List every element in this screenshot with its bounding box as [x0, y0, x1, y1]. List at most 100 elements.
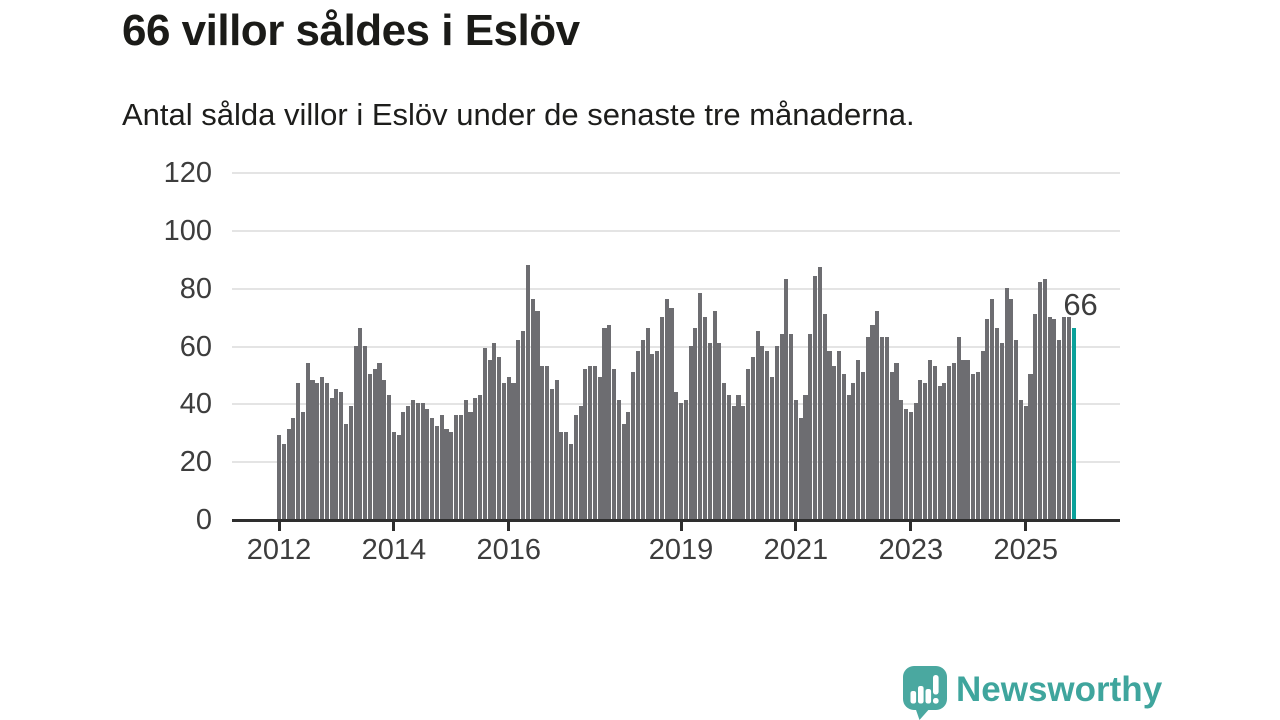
bar-month — [439, 414, 444, 519]
bar-month — [966, 359, 971, 519]
bar-month — [894, 362, 899, 519]
bar-month — [305, 362, 310, 519]
bar-month — [497, 357, 502, 519]
y-axis-label-60: 60 — [179, 330, 212, 363]
x-axis-tick-2021 — [794, 522, 798, 531]
newsworthy-logo: Newsworthy — [902, 666, 1162, 720]
bar-month — [406, 406, 411, 519]
bar-month — [693, 328, 698, 519]
y-axis-label-100: 100 — [163, 214, 212, 247]
bar-month — [664, 299, 669, 519]
bar-month — [674, 391, 679, 519]
bar-month — [602, 328, 607, 519]
gridline-y-120 — [232, 172, 1120, 174]
bar-month — [822, 313, 827, 519]
bar-month — [880, 336, 885, 519]
bar-month — [918, 380, 923, 519]
bar-month — [377, 362, 382, 519]
bar-month — [899, 400, 904, 519]
bar-month — [592, 365, 597, 519]
bar-month — [971, 374, 976, 519]
newsworthy-wordmark: Newsworthy — [956, 670, 1163, 709]
bar-month — [343, 423, 349, 519]
bar-month — [612, 368, 617, 519]
bar-month — [836, 351, 842, 519]
bar-month — [841, 374, 846, 519]
bar-month — [449, 432, 454, 519]
bar-month — [870, 325, 875, 519]
bar-month — [401, 412, 406, 519]
bar-month — [339, 391, 344, 519]
bar-month — [860, 371, 865, 519]
bar-month — [760, 345, 765, 519]
bar-month — [300, 412, 305, 519]
bar-month — [789, 333, 794, 519]
bar-month — [334, 388, 339, 519]
gridline-y-60 — [232, 345, 1120, 348]
x-axis-tick-2025 — [1024, 522, 1028, 531]
bar-month — [535, 310, 540, 519]
bar-month — [851, 383, 856, 519]
highlighted-bar-current — [1071, 328, 1076, 519]
bar-month — [1061, 316, 1067, 519]
chart-title: 66 villor såldes i Eslöv — [122, 6, 580, 55]
bar-month — [659, 316, 664, 519]
bar-month — [750, 357, 755, 519]
bar-month — [765, 351, 770, 519]
x-axis-label-2019: 2019 — [648, 534, 714, 566]
bar-month — [1052, 319, 1057, 519]
y-axis-label-40: 40 — [179, 388, 212, 421]
bar-month — [348, 406, 353, 519]
bar-month — [793, 400, 798, 519]
bar-month — [774, 345, 779, 519]
bar-month — [554, 380, 559, 519]
bar-month — [372, 368, 377, 519]
bar-month — [281, 443, 286, 519]
bar-month — [669, 307, 674, 519]
bar-month — [683, 400, 688, 519]
bar-month — [387, 394, 392, 519]
bar-month — [722, 383, 727, 519]
gridline-y-100 — [232, 229, 1120, 232]
bar-month — [631, 371, 636, 519]
bar-month — [477, 394, 483, 519]
bar-month — [559, 432, 564, 519]
bar-month — [425, 409, 430, 519]
bar-month — [736, 394, 741, 519]
bar-month — [363, 345, 368, 519]
bar-month — [391, 432, 396, 519]
bar-month — [813, 276, 818, 519]
bar-month — [463, 400, 468, 519]
bar-month — [296, 383, 301, 519]
bar-month — [367, 374, 372, 519]
bar-month — [865, 336, 870, 519]
x-axis-line — [232, 519, 1120, 522]
bar-month — [276, 435, 282, 519]
bar-month — [731, 406, 736, 519]
bar-month — [1066, 316, 1071, 519]
bar-month — [568, 443, 574, 519]
x-axis-tick-2012 — [277, 522, 281, 531]
bar-month — [702, 316, 708, 519]
bar-month — [803, 394, 808, 519]
bar-month — [947, 365, 952, 519]
bar-month — [903, 409, 909, 519]
bar-month — [755, 331, 760, 519]
bar-month — [521, 331, 526, 519]
bar-month — [784, 278, 789, 519]
bar-month — [382, 380, 387, 519]
bar-month — [501, 383, 506, 519]
bar-month — [544, 365, 550, 519]
bar-month — [1057, 339, 1062, 519]
bar-month — [473, 397, 478, 519]
bar-month — [396, 435, 401, 519]
bar-month — [635, 351, 641, 519]
bar-month — [310, 380, 315, 519]
chart-subtitle: Antal sålda villor i Eslöv under de sena… — [122, 97, 915, 132]
bar-month — [492, 342, 497, 519]
bar-month — [626, 412, 631, 519]
x-axis-label-2025: 2025 — [993, 534, 1058, 566]
bar-month — [540, 365, 545, 519]
bar-month — [430, 417, 435, 519]
bar-month — [808, 333, 813, 519]
